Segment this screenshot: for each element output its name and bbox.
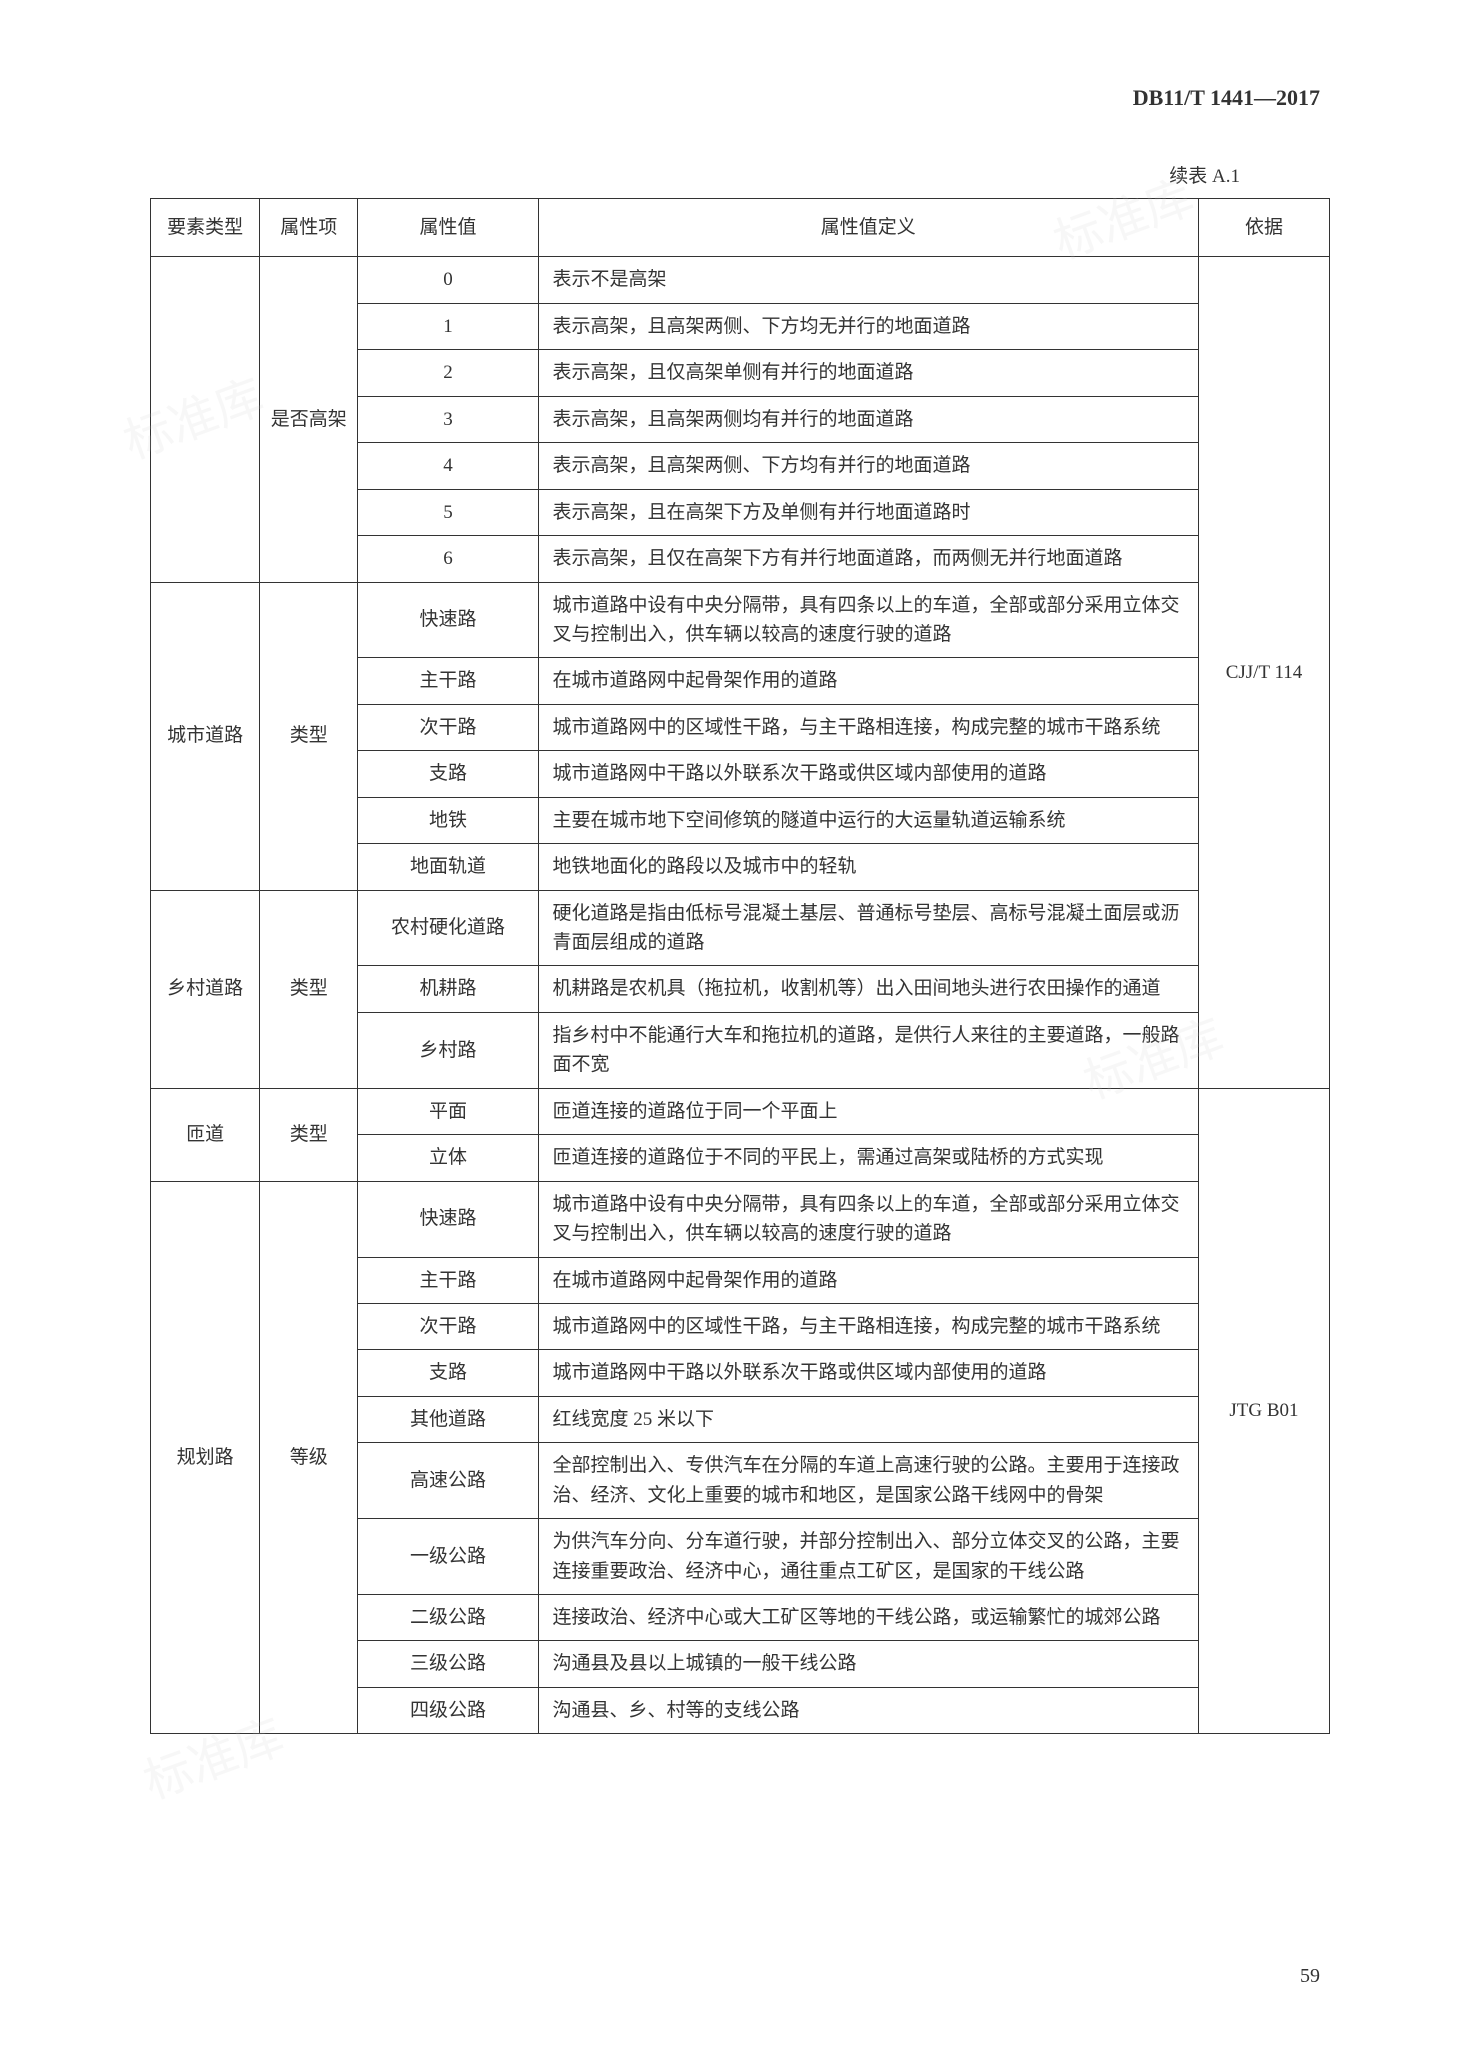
attribute-value-cell: 立体 <box>358 1135 538 1181</box>
attribute-value-cell: 一级公路 <box>358 1519 538 1595</box>
attribute-value-cell: 三级公路 <box>358 1641 538 1687</box>
attribute-definition-cell: 为供汽车分向、分车道行驶，并部分控制出入、部分立体交叉的公路，主要连接重要政治、… <box>538 1519 1198 1595</box>
table-header-row: 要素类型 属性项 属性值 属性值定义 依据 <box>151 199 1330 257</box>
attribute-definition-cell: 表示不是高架 <box>538 257 1198 303</box>
attribute-value-cell: 次干路 <box>358 704 538 750</box>
attribute-definition-cell: 全部控制出入、专供汽车在分隔的车道上高速行驶的公路。主要用于连接政治、经济、文化… <box>538 1443 1198 1519</box>
attribute-value-cell: 机耕路 <box>358 966 538 1012</box>
column-header: 要素类型 <box>151 199 260 257</box>
element-type-cell: 规划路 <box>151 1181 260 1734</box>
attribute-definition-cell: 城市道路网中的区域性干路，与主干路相连接，构成完整的城市干路系统 <box>538 704 1198 750</box>
attribute-item-cell: 类型 <box>260 890 358 1088</box>
attribute-item-cell: 类型 <box>260 1088 358 1181</box>
attribute-value-cell: 主干路 <box>358 1257 538 1303</box>
attribute-value-cell: 1 <box>358 303 538 349</box>
attribute-value-cell: 次干路 <box>358 1303 538 1349</box>
attribute-value-cell: 地铁 <box>358 797 538 843</box>
attribute-definition-cell: 表示高架，且高架两侧、下方均有并行的地面道路 <box>538 443 1198 489</box>
attribute-item-cell: 是否高架 <box>260 257 358 582</box>
document-code: DB11/T 1441—2017 <box>150 85 1330 111</box>
column-header: 属性项 <box>260 199 358 257</box>
attribute-value-cell: 快速路 <box>358 582 538 658</box>
basis-cell: CJJ/T 114 <box>1198 257 1329 1088</box>
attribute-definition-cell: 主要在城市地下空间修筑的隧道中运行的大运量轨道运输系统 <box>538 797 1198 843</box>
element-type-cell: 城市道路 <box>151 582 260 890</box>
table-row: 匝道类型平面匝道连接的道路位于同一个平面上JTG B01 <box>151 1088 1330 1134</box>
attribute-value-cell: 3 <box>358 396 538 442</box>
attribute-definition-cell: 在城市道路网中起骨架作用的道路 <box>538 658 1198 704</box>
column-header: 属性值 <box>358 199 538 257</box>
attribute-definition-cell: 匝道连接的道路位于同一个平面上 <box>538 1088 1198 1134</box>
attribute-definition-cell: 地铁地面化的路段以及城市中的轻轨 <box>538 844 1198 890</box>
attribute-value-cell: 2 <box>358 350 538 396</box>
column-header: 依据 <box>1198 199 1329 257</box>
table-row: 规划路等级快速路城市道路中设有中央分隔带，具有四条以上的车道，全部或部分采用立体… <box>151 1181 1330 1257</box>
attribute-value-cell: 主干路 <box>358 658 538 704</box>
attribute-item-cell: 等级 <box>260 1181 358 1734</box>
attribute-value-cell: 0 <box>358 257 538 303</box>
element-type-cell: 匝道 <box>151 1088 260 1181</box>
attributes-table: 要素类型 属性项 属性值 属性值定义 依据 是否高架0表示不是高架CJJ/T 1… <box>150 198 1330 1734</box>
attribute-value-cell: 支路 <box>358 751 538 797</box>
attribute-value-cell: 四级公路 <box>358 1687 538 1733</box>
attribute-definition-cell: 指乡村中不能通行大车和拖拉机的道路，是供行人来往的主要道路，一般路面不宽 <box>538 1012 1198 1088</box>
attribute-value-cell: 高速公路 <box>358 1443 538 1519</box>
attribute-definition-cell: 表示高架，且在高架下方及单侧有并行地面道路时 <box>538 489 1198 535</box>
attribute-value-cell: 6 <box>358 536 538 582</box>
table-row: 是否高架0表示不是高架CJJ/T 114 <box>151 257 1330 303</box>
column-header: 属性值定义 <box>538 199 1198 257</box>
attribute-definition-cell: 表示高架，且高架两侧均有并行的地面道路 <box>538 396 1198 442</box>
attribute-value-cell: 农村硬化道路 <box>358 890 538 966</box>
attribute-definition-cell: 城市道路网中的区域性干路，与主干路相连接，构成完整的城市干路系统 <box>538 1303 1198 1349</box>
element-type-cell: 乡村道路 <box>151 890 260 1088</box>
attribute-definition-cell: 机耕路是农机具（拖拉机，收割机等）出入田间地头进行农田操作的通道 <box>538 966 1198 1012</box>
table-row: 城市道路类型快速路城市道路中设有中央分隔带，具有四条以上的车道，全部或部分采用立… <box>151 582 1330 658</box>
attribute-value-cell: 其他道路 <box>358 1396 538 1442</box>
attribute-item-cell: 类型 <box>260 582 358 890</box>
attribute-definition-cell: 匝道连接的道路位于不同的平民上，需通过高架或陆桥的方式实现 <box>538 1135 1198 1181</box>
attribute-value-cell: 地面轨道 <box>358 844 538 890</box>
attribute-definition-cell: 表示高架，且仅在高架下方有并行地面道路，而两侧无并行地面道路 <box>538 536 1198 582</box>
attribute-definition-cell: 城市道路网中干路以外联系次干路或供区域内部使用的道路 <box>538 1350 1198 1396</box>
attribute-definition-cell: 表示高架，且高架两侧、下方均无并行的地面道路 <box>538 303 1198 349</box>
basis-cell: JTG B01 <box>1198 1088 1329 1734</box>
attribute-value-cell: 乡村路 <box>358 1012 538 1088</box>
table-row: 乡村道路类型农村硬化道路硬化道路是指由低标号混凝土基层、普通标号垫层、高标号混凝… <box>151 890 1330 966</box>
attribute-definition-cell: 城市道路中设有中央分隔带，具有四条以上的车道，全部或部分采用立体交叉与控制出入，… <box>538 1181 1198 1257</box>
attribute-definition-cell: 城市道路网中干路以外联系次干路或供区域内部使用的道路 <box>538 751 1198 797</box>
attribute-definition-cell: 硬化道路是指由低标号混凝土基层、普通标号垫层、高标号混凝土面层或沥青面层组成的道… <box>538 890 1198 966</box>
attribute-value-cell: 5 <box>358 489 538 535</box>
attribute-definition-cell: 红线宽度 25 米以下 <box>538 1396 1198 1442</box>
page-number: 59 <box>1300 1965 1320 1988</box>
attribute-value-cell: 平面 <box>358 1088 538 1134</box>
attribute-value-cell: 快速路 <box>358 1181 538 1257</box>
table-caption: 续表 A.1 <box>150 161 1330 188</box>
attribute-value-cell: 二级公路 <box>358 1595 538 1641</box>
attribute-definition-cell: 城市道路中设有中央分隔带，具有四条以上的车道，全部或部分采用立体交叉与控制出入，… <box>538 582 1198 658</box>
attribute-definition-cell: 沟通县、乡、村等的支线公路 <box>538 1687 1198 1733</box>
element-type-cell <box>151 257 260 582</box>
attribute-definition-cell: 表示高架，且仅高架单侧有并行的地面道路 <box>538 350 1198 396</box>
attribute-definition-cell: 连接政治、经济中心或大工矿区等地的干线公路，或运输繁忙的城郊公路 <box>538 1595 1198 1641</box>
attribute-definition-cell: 沟通县及县以上城镇的一般干线公路 <box>538 1641 1198 1687</box>
attribute-definition-cell: 在城市道路网中起骨架作用的道路 <box>538 1257 1198 1303</box>
attribute-value-cell: 支路 <box>358 1350 538 1396</box>
attribute-value-cell: 4 <box>358 443 538 489</box>
